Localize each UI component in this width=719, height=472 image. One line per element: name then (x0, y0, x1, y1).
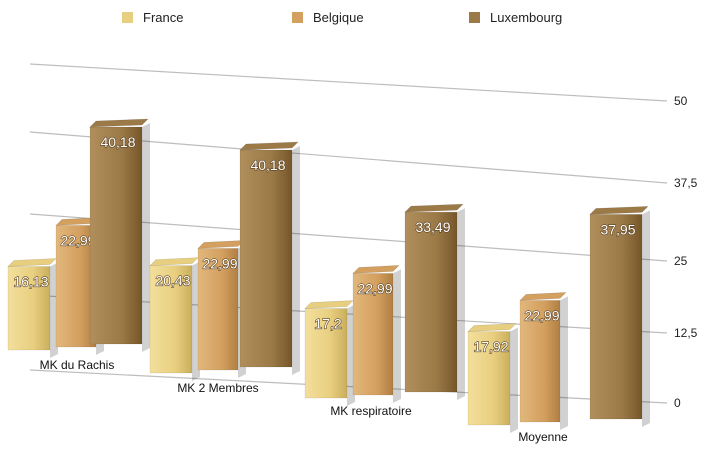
bar-france: 17,2 (304, 300, 355, 406)
legend: France Belgique Luxembourg (0, 10, 719, 30)
bar-luxembourg: 40,18 (239, 141, 300, 375)
data-label: 37,95 (600, 221, 635, 237)
bar-france: 20,43 (149, 257, 200, 381)
gridline (29, 369, 668, 404)
bar-belgique: 22,99 (197, 240, 246, 378)
bar-luxembourg: 33,49 (404, 203, 465, 400)
legend-swatch-belgique (292, 12, 303, 23)
category-label: MK respiratoire (330, 404, 412, 418)
legend-label-belgique: Belgique (313, 10, 364, 25)
data-label: 22,99 (202, 255, 237, 271)
y-axis-ticks: 0 12,5 25 37,5 50 (674, 94, 698, 410)
data-label: 33,49 (415, 219, 450, 235)
legend-swatch-luxembourg (469, 12, 480, 23)
data-label: 22,99 (524, 307, 559, 323)
data-label: 20,43 (155, 273, 190, 289)
legend-swatch-france (122, 12, 133, 23)
bar-luxembourg: 40,18 (89, 118, 150, 352)
bar-luxembourg: 37,95 (589, 206, 650, 427)
data-label: 17,92 (473, 339, 508, 355)
data-label: 40,18 (100, 134, 135, 150)
y-tick-label: 0 (674, 396, 681, 410)
category-labels: MK du Rachis MK 2 Membres MK respiratoire M… (40, 358, 568, 444)
y-tick-label: 12,5 (674, 326, 698, 340)
data-label: 22,99 (60, 232, 95, 248)
legend-item-luxembourg: Luxembourg (469, 10, 562, 25)
legend-item-france: France (122, 10, 183, 25)
legend-label-france: France (143, 10, 184, 25)
category-label: Moyenne (518, 430, 568, 444)
bar-france: 16,13 (7, 258, 58, 358)
y-tick-label: 50 (674, 94, 688, 108)
data-label: 17,2 (314, 316, 341, 332)
bars: 16,13 22,99 40,18 20,43 22,99 40,18 17,2 22,99 3… (7, 118, 650, 433)
gridline (29, 63, 668, 102)
bar-belgique: 22,99 (352, 265, 401, 403)
category-label: MK 2 Membres (177, 381, 258, 395)
data-label: 40,18 (250, 157, 285, 173)
legend-item-belgique: Belgique (292, 10, 364, 25)
bar-belgique: 22,99 (519, 292, 568, 430)
data-label: 16,13 (13, 273, 48, 289)
bar-france: 17,92 (467, 323, 518, 433)
data-label: 22,99 (357, 280, 392, 296)
legend-label-luxembourg: Luxembourg (490, 10, 563, 25)
y-tick-label: 37,5 (674, 176, 698, 190)
category-label: MK du Rachis (40, 358, 115, 372)
y-tick-label: 25 (674, 254, 688, 268)
